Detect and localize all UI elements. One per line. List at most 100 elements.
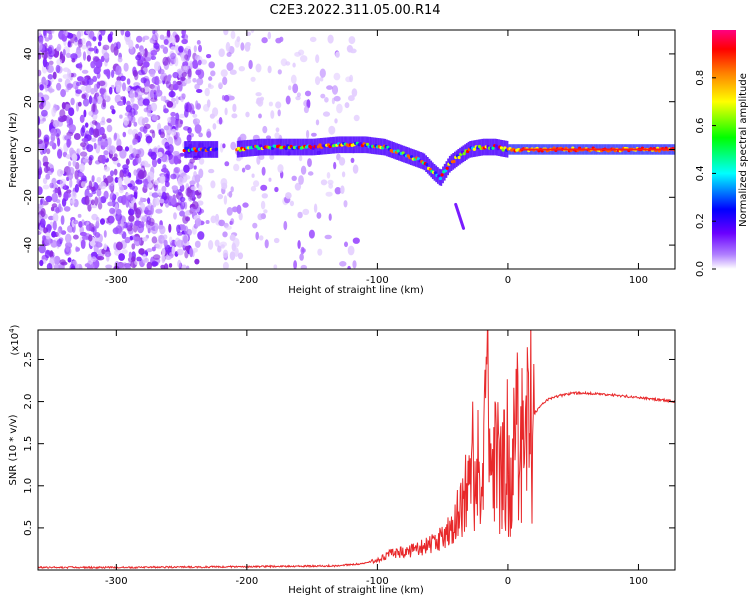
- noise-speckle: [99, 88, 106, 94]
- noise-speckle: [160, 95, 164, 101]
- noise-speckle: [77, 76, 84, 82]
- noise-speckle: [226, 207, 233, 216]
- x-tick-label: 0: [505, 275, 511, 286]
- noise-speckle: [163, 104, 167, 113]
- noise-speckle: [153, 254, 161, 260]
- ridge-band: [447, 158, 449, 176]
- noise-speckle: [185, 187, 192, 197]
- noise-speckle: [81, 125, 86, 134]
- noise-speckle: [51, 192, 58, 203]
- noise-speckle: [277, 164, 284, 173]
- noise-speckle: [175, 119, 179, 129]
- noise-speckle: [128, 214, 135, 222]
- noise-speckle: [223, 94, 230, 102]
- noise-speckle: [103, 52, 110, 59]
- noise-speckle: [134, 71, 139, 81]
- noise-speckle: [231, 113, 238, 119]
- snr-frame: [37, 329, 676, 571]
- noise-speckle: [170, 89, 174, 98]
- noise-speckle: [183, 235, 188, 244]
- noise-speckle: [137, 116, 146, 126]
- noise-speckle: [111, 156, 119, 162]
- noise-speckle: [38, 116, 41, 126]
- noise-speckle: [288, 85, 292, 91]
- colorbar-tick-label: 0.6: [695, 118, 706, 134]
- noise-speckle: [168, 223, 172, 233]
- noise-speckle: [111, 109, 116, 115]
- noise-speckle: [155, 208, 163, 214]
- noise-speckle: [59, 109, 66, 119]
- noise-speckle: [130, 95, 135, 103]
- noise-speckle: [325, 191, 333, 197]
- noise-speckle: [67, 192, 71, 198]
- noise-speckle: [220, 69, 228, 77]
- noise-speckle: [118, 177, 123, 188]
- noise-speckle: [115, 65, 122, 75]
- noise-speckle: [66, 52, 71, 59]
- noise-speckle: [154, 61, 161, 71]
- noise-speckle: [177, 188, 182, 196]
- noise-speckle: [50, 206, 55, 212]
- noise-speckle: [218, 82, 223, 89]
- noise-speckle: [238, 66, 245, 72]
- noise-speckle: [275, 127, 280, 133]
- noise-speckle: [285, 61, 291, 66]
- noise-speckle: [173, 166, 181, 174]
- noise-speckle: [38, 244, 46, 254]
- noise-speckle: [259, 96, 265, 102]
- noise-speckle: [295, 96, 301, 101]
- noise-speckle: [74, 36, 79, 43]
- noise-speckle: [111, 69, 115, 78]
- noise-speckle: [90, 60, 96, 69]
- noise-speckle: [151, 246, 156, 252]
- noise-speckle: [160, 44, 165, 49]
- noise-speckle: [315, 119, 320, 126]
- noise-speckle: [50, 167, 55, 173]
- noise-speckle: [352, 237, 360, 244]
- noise-speckle: [82, 51, 87, 61]
- noise-speckle: [250, 30, 255, 34]
- noise-speckle: [137, 97, 145, 107]
- noise-speckle: [41, 50, 49, 60]
- x-tick-label: -300: [105, 576, 128, 587]
- noise-speckle: [126, 78, 131, 85]
- noise-speckle: [187, 68, 192, 78]
- noise-speckle: [39, 259, 44, 267]
- noise-speckle: [59, 178, 67, 187]
- noise-speckle: [181, 30, 185, 35]
- noise-speckle: [129, 153, 134, 160]
- noise-speckle: [181, 38, 188, 45]
- y-tick-label: 1.5: [23, 436, 34, 452]
- noise-speckle: [116, 41, 121, 50]
- noise-speckle: [176, 248, 184, 256]
- colorbar-tick-label: 0.0: [695, 261, 706, 277]
- noise-speckle: [238, 212, 243, 221]
- y-tick-label: 2.5: [23, 352, 34, 368]
- noise-speckle: [51, 30, 55, 34]
- noise-speckle: [95, 65, 102, 74]
- noise-speckle: [97, 41, 102, 47]
- noise-speckle: [242, 202, 249, 208]
- noise-speckle: [70, 97, 75, 106]
- noise-speckle: [124, 30, 131, 38]
- noise-speckle: [158, 68, 165, 75]
- ridge-point: [457, 155, 461, 160]
- noise-speckle: [50, 240, 58, 248]
- noise-speckle: [74, 183, 79, 193]
- noise-speckle: [224, 107, 228, 116]
- noise-speckle: [217, 194, 224, 200]
- noise-speckle: [170, 52, 177, 60]
- noise-speckle: [231, 206, 239, 213]
- noise-speckle: [39, 84, 44, 91]
- noise-speckle: [212, 123, 217, 130]
- noise-speckle: [248, 59, 253, 70]
- ridge-point: [410, 155, 414, 159]
- noise-speckle: [103, 150, 109, 156]
- noise-speckle: [183, 225, 189, 235]
- noise-speckle: [84, 122, 89, 128]
- ridge-point: [452, 159, 456, 164]
- noise-speckle: [328, 125, 336, 135]
- noise-speckle: [137, 69, 145, 76]
- noise-speckle: [148, 106, 153, 111]
- noise-speckle: [70, 53, 78, 60]
